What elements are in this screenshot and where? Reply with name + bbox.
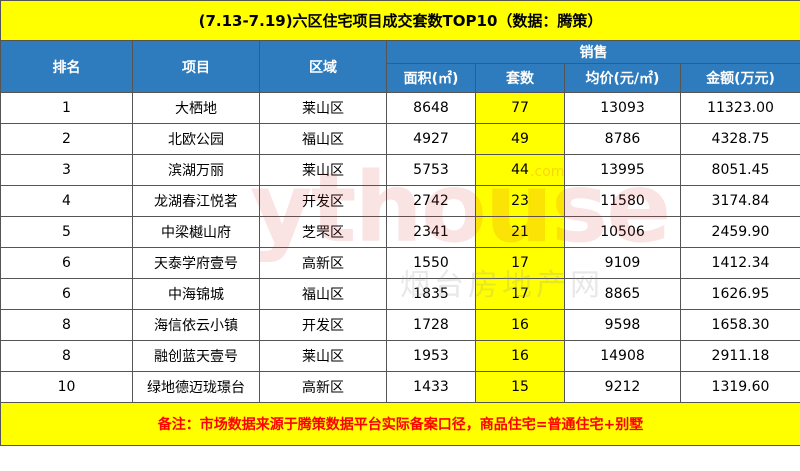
rank-cell: 4	[0, 185, 133, 217]
units-cell: 16	[475, 309, 565, 341]
amount-cell: 1319.60	[679, 371, 800, 403]
rank-cell: 6	[0, 278, 133, 310]
area-cell: 2742	[386, 185, 476, 217]
units-cell: 49	[475, 123, 565, 155]
ranking-table: (7.13-7.19)六区住宅项目成交套数TOP10（数据：腾策） 排名 项目 …	[0, 0, 800, 446]
amount-cell: 1412.34	[679, 247, 800, 279]
units-cell: 21	[475, 216, 565, 248]
project-cell: 绿地德迈珑璟台	[132, 371, 260, 403]
avg-price-cell: 13995	[564, 154, 681, 186]
amount-cell: 1626.95	[679, 278, 800, 310]
avg-price-cell: 14908	[564, 340, 681, 372]
project-cell: 海信依云小镇	[132, 309, 260, 341]
project-cell: 滨湖万丽	[132, 154, 260, 186]
header-project: 项目	[132, 40, 260, 93]
avg-price-cell: 8865	[564, 278, 681, 310]
area-cell: 8648	[386, 92, 476, 124]
district-cell: 高新区	[259, 371, 387, 403]
table-title: (7.13-7.19)六区住宅项目成交套数TOP10（数据：腾策）	[0, 0, 800, 41]
district-cell: 莱山区	[259, 340, 387, 372]
area-cell: 1835	[386, 278, 476, 310]
district-cell: 高新区	[259, 247, 387, 279]
rank-cell: 1	[0, 92, 133, 124]
footer-note: 备注：市场数据来源于腾策数据平台实际备案口径，商品住宅=普通住宅+别墅	[0, 402, 800, 446]
units-cell: 17	[475, 278, 565, 310]
units-cell: 77	[475, 92, 565, 124]
table-row: 6 中海锦城 福山区 1835 17 8865 1626.95	[0, 278, 800, 310]
header-units: 套数	[475, 63, 565, 93]
avg-price-cell: 8786	[564, 123, 681, 155]
district-cell: 芝罘区	[259, 216, 387, 248]
avg-price-cell: 10506	[564, 216, 681, 248]
amount-cell: 2911.18	[679, 340, 800, 372]
project-cell: 融创蓝天壹号	[132, 340, 260, 372]
units-cell: 17	[475, 247, 565, 279]
rank-cell: 2	[0, 123, 133, 155]
project-cell: 龙湖春江悦茗	[132, 185, 260, 217]
table-row: 10 绿地德迈珑璟台 高新区 1433 15 9212 1319.60	[0, 371, 800, 403]
area-cell: 1433	[386, 371, 476, 403]
project-cell: 中海锦城	[132, 278, 260, 310]
project-cell: 中梁樾山府	[132, 216, 260, 248]
area-cell: 1728	[386, 309, 476, 341]
table-row: 5 中梁樾山府 芝罘区 2341 21 10506 2459.90	[0, 216, 800, 248]
units-cell: 44	[475, 154, 565, 186]
header-amount: 金额(万元)	[679, 63, 800, 93]
header-area: 面积(㎡)	[386, 63, 476, 93]
area-cell: 1953	[386, 340, 476, 372]
district-cell: 福山区	[259, 278, 387, 310]
units-cell: 23	[475, 185, 565, 217]
amount-cell: 1658.30	[679, 309, 800, 341]
header-rank: 排名	[0, 40, 133, 93]
avg-price-cell: 13093	[564, 92, 681, 124]
district-cell: 开发区	[259, 185, 387, 217]
header-avg-price: 均价(元/㎡)	[564, 63, 681, 93]
district-cell: 莱山区	[259, 92, 387, 124]
table-row: 2 北欧公园 福山区 4927 49 8786 4328.75	[0, 123, 800, 155]
table-row: 1 大栖地 莱山区 8648 77 13093 11323.00	[0, 92, 800, 124]
area-cell: 2341	[386, 216, 476, 248]
rank-cell: 5	[0, 216, 133, 248]
units-cell: 16	[475, 340, 565, 372]
rank-cell: 3	[0, 154, 133, 186]
header-sales: 销售	[385, 40, 800, 64]
rank-cell: 8	[0, 309, 133, 341]
table-row: 6 天泰学府壹号 高新区 1550 17 9109 1412.34	[0, 247, 800, 279]
amount-cell: 11323.00	[679, 92, 800, 124]
district-cell: 福山区	[259, 123, 387, 155]
project-cell: 北欧公园	[132, 123, 260, 155]
units-cell: 15	[475, 371, 565, 403]
area-cell: 1550	[386, 247, 476, 279]
amount-cell: 2459.90	[679, 216, 800, 248]
avg-price-cell: 9212	[564, 371, 681, 403]
avg-price-cell: 11580	[564, 185, 681, 217]
table-row: 8 融创蓝天壹号 莱山区 1953 16 14908 2911.18	[0, 340, 800, 372]
district-cell: 莱山区	[259, 154, 387, 186]
amount-cell: 3174.84	[679, 185, 800, 217]
rank-cell: 10	[0, 371, 133, 403]
avg-price-cell: 9598	[564, 309, 681, 341]
project-cell: 大栖地	[132, 92, 260, 124]
rank-cell: 8	[0, 340, 133, 372]
header-district: 区域	[259, 40, 387, 93]
table-row: 4 龙湖春江悦茗 开发区 2742 23 11580 3174.84	[0, 185, 800, 217]
amount-cell: 8051.45	[679, 154, 800, 186]
amount-cell: 4328.75	[679, 123, 800, 155]
table-row: 3 滨湖万丽 莱山区 5753 44 13995 8051.45	[0, 154, 800, 186]
project-cell: 天泰学府壹号	[132, 247, 260, 279]
district-cell: 开发区	[259, 309, 387, 341]
avg-price-cell: 9109	[564, 247, 681, 279]
area-cell: 5753	[386, 154, 476, 186]
table-row: 8 海信依云小镇 开发区 1728 16 9598 1658.30	[0, 309, 800, 341]
rank-cell: 6	[0, 247, 133, 279]
area-cell: 4927	[386, 123, 476, 155]
